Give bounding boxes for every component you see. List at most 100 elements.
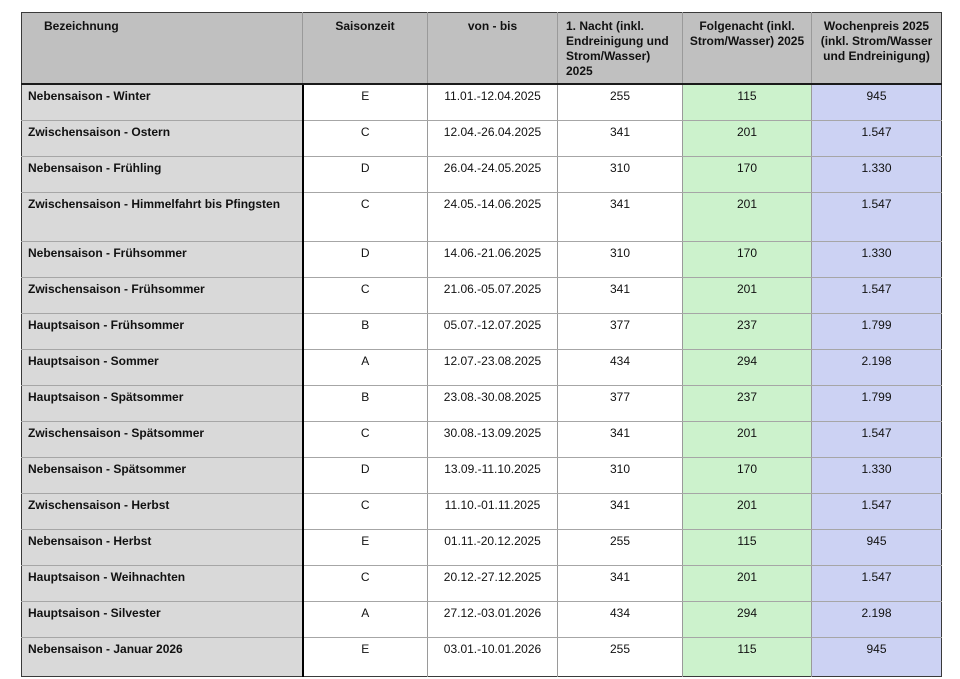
table-row: Nebensaison - Frühling D 26.04.-24.05.2025… [21,156,942,193]
cell-saisonzeit: A [302,349,428,386]
table-row: Zwischensaison - Himmelfahrt bis Pfingst… [21,192,942,242]
season-price-table: Bezeichnung Saisonzeit von - bis 1. Nach… [21,12,942,677]
cell-erste-nacht: 341 [557,565,683,602]
header-row: Bezeichnung Saisonzeit von - bis 1. Nach… [21,12,942,85]
cell-von-bis: 12.07.-23.08.2025 [427,349,558,386]
table-row: Zwischensaison - Herbst C 11.10.-01.11.202… [21,493,942,530]
cell-saisonzeit: C [302,421,428,458]
cell-von-bis: 12.04.-26.04.2025 [427,120,558,157]
cell-bezeichnung: Zwischensaison - Himmelfahrt bis Pfingst… [21,192,304,242]
cell-wochenpreis: 1.547 [811,192,942,242]
cell-von-bis: 20.12.-27.12.2025 [427,565,558,602]
cell-erste-nacht: 255 [557,637,683,677]
table-row: Hauptsaison - Spätsommer B 23.08.-30.08.20… [21,385,942,422]
header-bezeichnung: Bezeichnung [21,12,303,85]
cell-bezeichnung: Hauptsaison - Sommer [21,349,304,386]
cell-folgenacht: 201 [682,277,812,314]
cell-saisonzeit: C [302,192,428,242]
cell-erste-nacht: 310 [557,457,683,494]
cell-wochenpreis: 1.547 [811,277,942,314]
table-row: Nebensaison - Spätsommer D 13.09.-11.10.20… [21,457,942,494]
cell-saisonzeit: B [302,385,428,422]
table-row: Nebensaison - Winter E 11.01.-12.04.2025 25… [21,84,942,121]
cell-von-bis: 24.05.-14.06.2025 [427,192,558,242]
cell-folgenacht: 115 [682,84,812,121]
cell-erste-nacht: 341 [557,120,683,157]
cell-wochenpreis: 945 [811,84,942,121]
cell-bezeichnung: Nebensaison - Herbst [21,529,304,566]
cell-bezeichnung: Hauptsaison - Weihnachten [21,565,304,602]
cell-von-bis: 11.10.-01.11.2025 [427,493,558,530]
cell-wochenpreis: 945 [811,529,942,566]
table-row: Hauptsaison - Silvester A 27.12.-03.01.202… [21,601,942,638]
cell-saisonzeit: E [302,84,428,121]
cell-wochenpreis: 1.330 [811,457,942,494]
cell-erste-nacht: 434 [557,349,683,386]
cell-wochenpreis: 1.799 [811,385,942,422]
cell-folgenacht: 170 [682,457,812,494]
cell-saisonzeit: D [302,241,428,278]
table-row: Hauptsaison - Weihnachten C 20.12.-27.12.2… [21,565,942,602]
cell-wochenpreis: 1.547 [811,493,942,530]
cell-wochenpreis: 945 [811,637,942,677]
table-row: Zwischensaison - Frühsommer C 21.06.-05.07… [21,277,942,314]
table-row: Nebensaison - Januar 2026 E 03.01.-10.01.2… [21,637,942,677]
header-saisonzeit: Saisonzeit [302,12,428,85]
header-erste-nacht: 1. Nacht (inkl. Endreinigung und Strom/W… [557,12,683,85]
cell-bezeichnung: Nebensaison - Frühsommer [21,241,304,278]
table-row: Nebensaison - Frühsommer D 14.06.-21.06.20… [21,241,942,278]
cell-erste-nacht: 341 [557,493,683,530]
cell-wochenpreis: 2.198 [811,601,942,638]
cell-bezeichnung: Zwischensaison - Ostern [21,120,304,157]
cell-folgenacht: 201 [682,493,812,530]
cell-saisonzeit: D [302,457,428,494]
cell-folgenacht: 201 [682,120,812,157]
cell-bezeichnung: Hauptsaison - Spätsommer [21,385,304,422]
cell-von-bis: 27.12.-03.01.2026 [427,601,558,638]
cell-folgenacht: 237 [682,385,812,422]
cell-von-bis: 11.01.-12.04.2025 [427,84,558,121]
table-row: Hauptsaison - Frühsommer B 05.07.-12.07.20… [21,313,942,350]
cell-saisonzeit: E [302,637,428,677]
header-wochenpreis: Wochenpreis 2025 (inkl. Strom/Wasser und… [811,12,942,85]
cell-saisonzeit: B [302,313,428,350]
cell-erste-nacht: 310 [557,241,683,278]
cell-folgenacht: 201 [682,565,812,602]
cell-saisonzeit: C [302,493,428,530]
cell-von-bis: 30.08.-13.09.2025 [427,421,558,458]
cell-erste-nacht: 341 [557,192,683,242]
cell-von-bis: 05.07.-12.07.2025 [427,313,558,350]
cell-folgenacht: 294 [682,349,812,386]
table-row: Zwischensaison - Ostern C 12.04.-26.04.202… [21,120,942,157]
cell-folgenacht: 115 [682,637,812,677]
cell-wochenpreis: 2.198 [811,349,942,386]
cell-von-bis: 03.01.-10.01.2026 [427,637,558,677]
cell-saisonzeit: A [302,601,428,638]
header-folgenacht: Folgenacht (inkl. Strom/Wasser) 2025 [682,12,812,85]
cell-von-bis: 14.06.-21.06.2025 [427,241,558,278]
table-row: Hauptsaison - Sommer A 12.07.-23.08.2025 43… [21,349,942,386]
header-von-bis: von - bis [427,12,558,85]
cell-bezeichnung: Nebensaison - Januar 2026 [21,637,304,677]
cell-wochenpreis: 1.547 [811,421,942,458]
cell-erste-nacht: 377 [557,313,683,350]
cell-folgenacht: 170 [682,156,812,193]
cell-folgenacht: 294 [682,601,812,638]
cell-folgenacht: 201 [682,192,812,242]
cell-erste-nacht: 341 [557,421,683,458]
table-header: Bezeichnung Saisonzeit von - bis 1. Nach… [21,12,942,85]
cell-wochenpreis: 1.547 [811,565,942,602]
cell-bezeichnung: Nebensaison - Spätsommer [21,457,304,494]
cell-erste-nacht: 377 [557,385,683,422]
cell-folgenacht: 170 [682,241,812,278]
cell-von-bis: 23.08.-30.08.2025 [427,385,558,422]
cell-bezeichnung: Hauptsaison - Frühsommer [21,313,304,350]
cell-saisonzeit: E [302,529,428,566]
cell-von-bis: 13.09.-11.10.2025 [427,457,558,494]
cell-folgenacht: 201 [682,421,812,458]
cell-folgenacht: 237 [682,313,812,350]
cell-bezeichnung: Zwischensaison - Spätsommer [21,421,304,458]
cell-wochenpreis: 1.547 [811,120,942,157]
cell-folgenacht: 115 [682,529,812,566]
